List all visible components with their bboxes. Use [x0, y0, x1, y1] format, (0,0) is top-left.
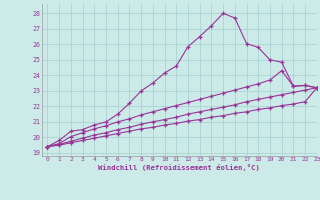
X-axis label: Windchill (Refroidissement éolien,°C): Windchill (Refroidissement éolien,°C) — [98, 164, 260, 171]
